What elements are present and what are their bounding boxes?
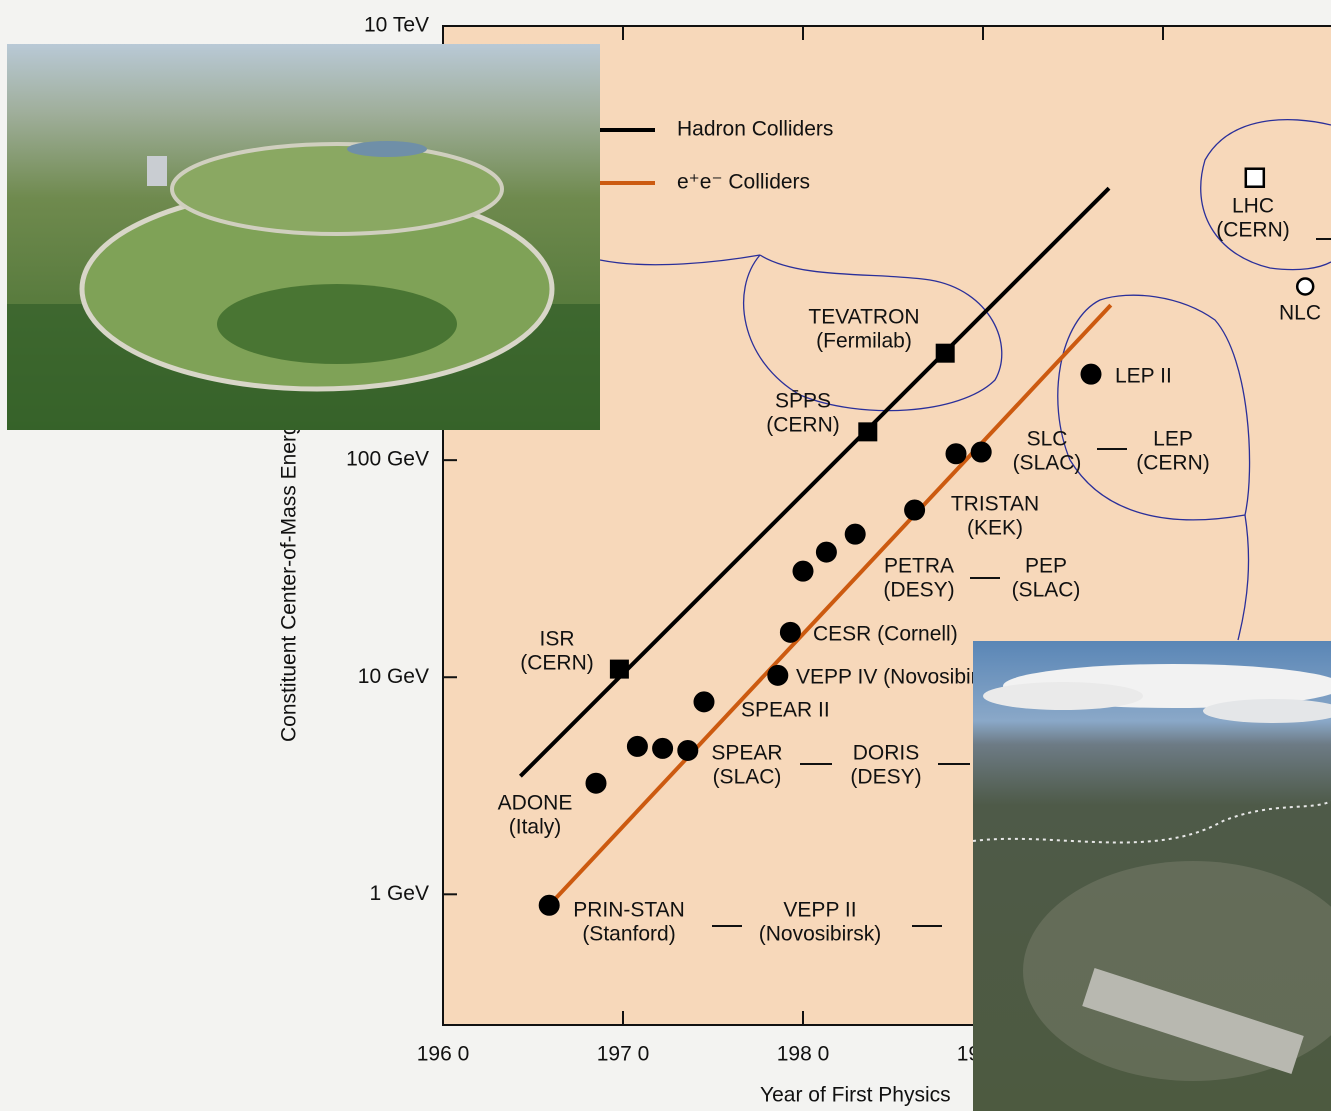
marker <box>793 561 813 581</box>
annotation: PEP <box>1025 555 1067 578</box>
annotation: SPEAR II <box>741 699 830 722</box>
marker <box>905 500 925 520</box>
marker <box>971 442 991 462</box>
annotation: LEP II <box>1115 365 1172 388</box>
annotation: SLC <box>1027 428 1068 451</box>
annotation: (Stanford) <box>582 923 675 946</box>
annotation: NLC <box>1279 302 1321 325</box>
photo-fermilab <box>7 44 600 430</box>
annotation: (CERN) <box>520 652 594 675</box>
annotation: SP̄PS <box>775 389 831 412</box>
photo-image <box>7 44 600 430</box>
marker <box>845 524 865 544</box>
y-tick-label: 10 TeV <box>364 14 429 37</box>
marker <box>653 738 673 758</box>
marker <box>610 660 628 678</box>
page: 1 GeV10 GeV100 GeV1 TeV10 TeV196 0197 01… <box>0 0 1331 1111</box>
annotation: (SLAC) <box>1012 579 1081 602</box>
legend-label: e⁺e⁻ Colliders <box>677 171 810 194</box>
annotation: PRIN-STAN <box>573 899 685 922</box>
annotation: (Novosibirsk) <box>759 923 882 946</box>
x-tick-label: 196 0 <box>417 1043 470 1066</box>
marker <box>946 444 966 464</box>
marker <box>816 542 836 562</box>
photo-building <box>147 156 167 186</box>
annotation: LEP <box>1153 428 1193 451</box>
annotation: (CERN) <box>1136 452 1210 475</box>
annotation: (KEK) <box>967 517 1023 540</box>
annotation: ISR <box>539 628 574 651</box>
annotation: (DESY) <box>850 766 921 789</box>
annotation: (Italy) <box>509 816 562 839</box>
marker <box>539 895 559 915</box>
marker <box>694 692 714 712</box>
annotation: (CERN) <box>1216 219 1290 242</box>
y-axis-label: Constituent Center-of-Mass Energy <box>278 412 301 742</box>
annotation: (SLAC) <box>1013 452 1082 475</box>
annotation: LHC <box>1232 195 1274 218</box>
photo-cloud <box>983 682 1143 710</box>
marker <box>627 736 647 756</box>
marker <box>678 740 698 760</box>
annotation: (CERN) <box>766 414 840 437</box>
x-tick-label: 197 0 <box>597 1043 650 1066</box>
marker <box>859 423 877 441</box>
annotation: (DESY) <box>883 579 954 602</box>
planned-marker <box>1297 278 1313 294</box>
x-tick-label: 198 0 <box>777 1043 830 1066</box>
annotation: VEPP II <box>783 899 856 922</box>
annotation: PETRA <box>884 555 954 578</box>
annotation: ADONE <box>498 792 573 815</box>
annotation: (SLAC) <box>713 766 782 789</box>
y-tick-label: 100 GeV <box>346 448 429 471</box>
annotation: TRISTAN <box>951 493 1039 516</box>
photo-ring <box>172 144 502 234</box>
annotation: CESR (Cornell) <box>813 623 958 646</box>
planned-marker <box>1246 169 1264 187</box>
y-tick-label: 1 GeV <box>369 882 429 905</box>
annotation: SPEAR <box>711 742 782 765</box>
marker <box>1081 364 1101 384</box>
marker <box>936 344 954 362</box>
x-axis-label: Year of First Physics <box>760 1084 951 1107</box>
photo-trees <box>217 284 457 364</box>
y-tick-label: 10 GeV <box>358 665 429 688</box>
photo-pond <box>347 141 427 157</box>
photo-image <box>973 641 1331 1111</box>
marker <box>780 622 800 642</box>
marker <box>768 665 788 685</box>
annotation: DORIS <box>853 742 920 765</box>
marker <box>586 773 606 793</box>
annotation: TEVATRON <box>808 306 919 329</box>
legend-label: Hadron Colliders <box>677 118 833 141</box>
annotation: (Fermilab) <box>816 330 912 353</box>
photo-cern <box>973 641 1331 1111</box>
